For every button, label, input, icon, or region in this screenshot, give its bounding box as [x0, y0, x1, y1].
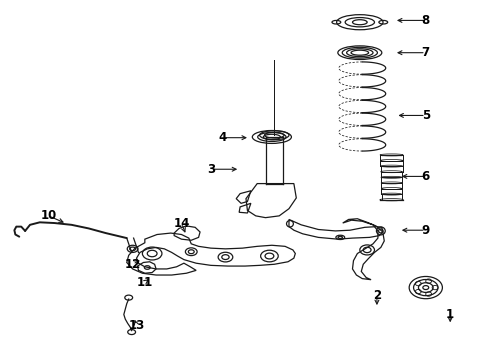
Text: 4: 4	[219, 131, 227, 144]
Text: 14: 14	[173, 216, 190, 230]
Text: 1: 1	[446, 308, 454, 321]
Text: 3: 3	[207, 163, 215, 176]
Text: 7: 7	[422, 46, 430, 59]
Text: 8: 8	[422, 14, 430, 27]
Text: 13: 13	[128, 319, 145, 332]
Text: 2: 2	[373, 289, 381, 302]
Text: 6: 6	[422, 170, 430, 183]
Text: 9: 9	[422, 224, 430, 237]
Text: 10: 10	[41, 210, 57, 222]
Text: 5: 5	[422, 109, 430, 122]
Text: 11: 11	[137, 276, 153, 289]
Text: 12: 12	[124, 258, 141, 271]
